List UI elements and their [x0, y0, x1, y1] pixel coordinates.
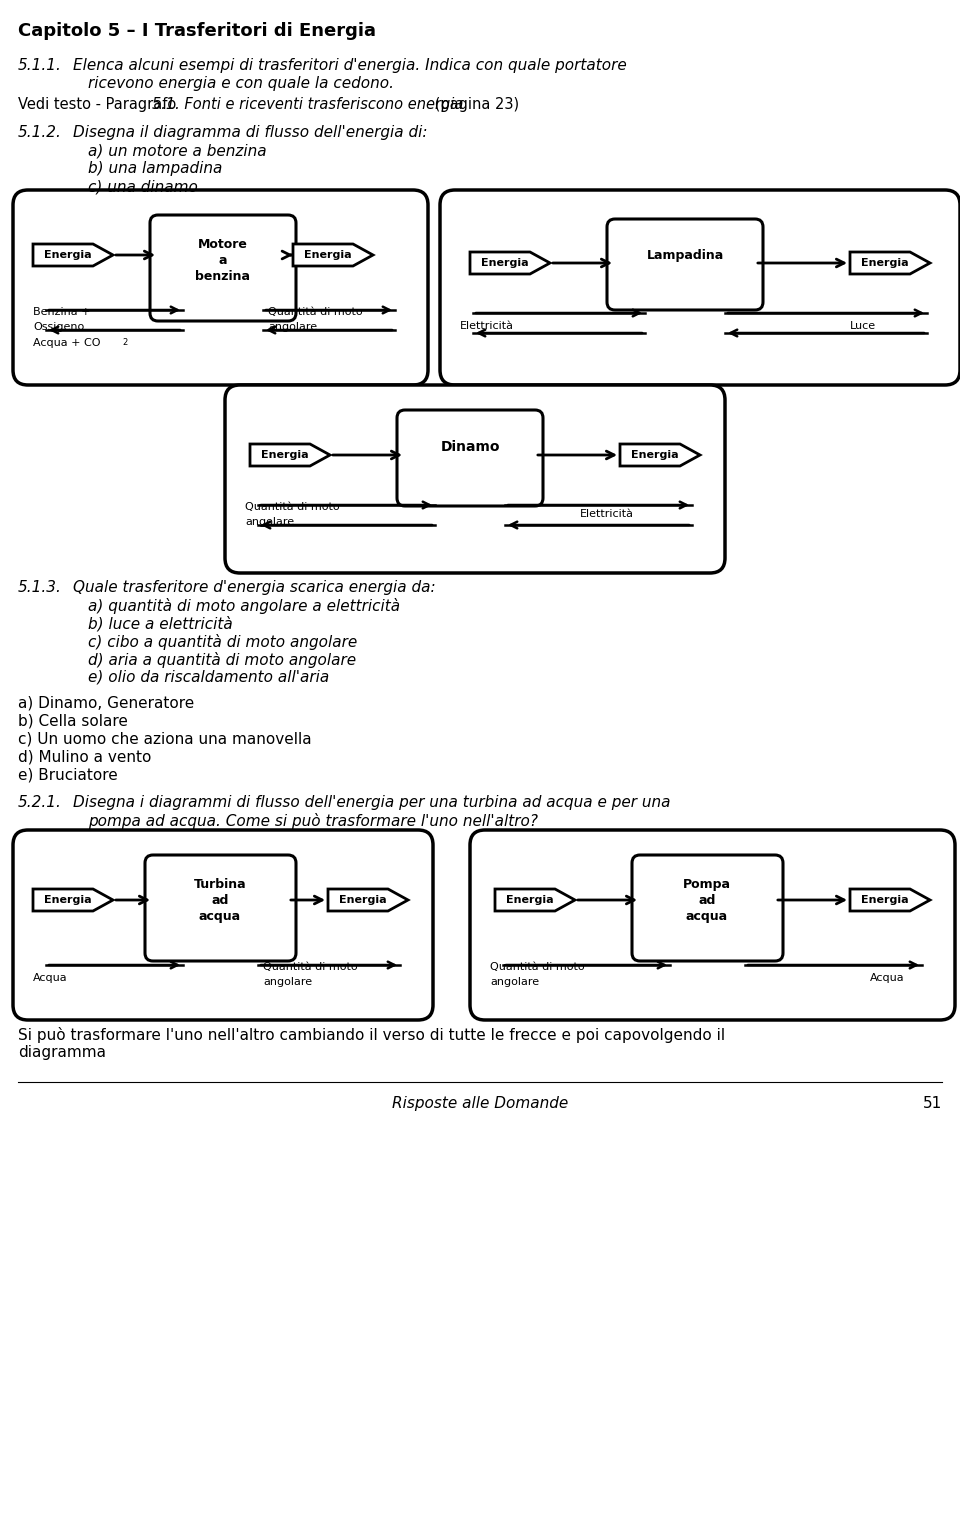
Text: angolare: angolare [245, 516, 294, 527]
Text: Energia: Energia [481, 258, 529, 267]
FancyBboxPatch shape [150, 216, 296, 321]
FancyBboxPatch shape [632, 855, 783, 962]
Text: Ossigeno: Ossigeno [33, 322, 84, 333]
Text: b) Cella solare: b) Cella solare [18, 712, 128, 728]
Text: d) aria a quantità di moto angolare: d) aria a quantità di moto angolare [88, 652, 356, 668]
Text: c) una dinamo: c) una dinamo [88, 179, 198, 194]
Polygon shape [495, 889, 575, 911]
Text: Turbina: Turbina [194, 878, 247, 892]
Text: Acqua + CO: Acqua + CO [33, 339, 101, 348]
Text: benzina: benzina [196, 270, 251, 283]
Text: acqua: acqua [686, 910, 728, 924]
Text: a) un motore a benzina: a) un motore a benzina [88, 143, 267, 158]
Text: Lampadina: Lampadina [646, 249, 724, 261]
Text: Acqua: Acqua [870, 974, 904, 983]
Text: pompa ad acqua. Come si può trasformare l'uno nell'altro?: pompa ad acqua. Come si può trasformare … [88, 813, 538, 829]
Text: Disegna i diagrammi di flusso dell'energia per una turbina ad acqua e per una: Disegna i diagrammi di flusso dell'energ… [73, 794, 670, 810]
Text: 5.1.1.: 5.1.1. [18, 58, 61, 73]
Text: angolare: angolare [268, 322, 317, 333]
Polygon shape [33, 245, 113, 266]
Text: 5.1.3.: 5.1.3. [18, 580, 61, 595]
Text: 2: 2 [122, 339, 128, 346]
Text: Energia: Energia [44, 895, 92, 905]
FancyBboxPatch shape [13, 190, 428, 384]
Text: d) Mulino a vento: d) Mulino a vento [18, 749, 152, 764]
Text: Energia: Energia [506, 895, 554, 905]
Text: Dinamo: Dinamo [441, 441, 500, 454]
Text: Energia: Energia [261, 450, 309, 460]
Text: Quantità di moto: Quantità di moto [268, 307, 363, 317]
Polygon shape [850, 889, 930, 911]
FancyBboxPatch shape [13, 829, 433, 1019]
FancyBboxPatch shape [470, 829, 955, 1019]
Text: Acqua: Acqua [33, 974, 67, 983]
FancyBboxPatch shape [225, 384, 725, 573]
Text: Energia: Energia [861, 258, 909, 267]
Text: Pompa: Pompa [683, 878, 731, 892]
FancyBboxPatch shape [145, 855, 296, 962]
Text: c) cibo a quantità di moto angolare: c) cibo a quantità di moto angolare [88, 633, 357, 650]
Text: Energia: Energia [631, 450, 679, 460]
Text: (pagina 23): (pagina 23) [430, 97, 519, 112]
Polygon shape [470, 252, 550, 273]
Text: 5.1. Fonti e riceventi trasferiscono energia: 5.1. Fonti e riceventi trasferiscono ene… [152, 97, 464, 112]
Text: e) olio da riscaldamento all'aria: e) olio da riscaldamento all'aria [88, 670, 329, 685]
Text: ad: ad [698, 895, 716, 907]
Text: a: a [219, 254, 228, 267]
Text: diagramma: diagramma [18, 1045, 106, 1060]
Polygon shape [328, 889, 408, 911]
Text: angolare: angolare [263, 977, 312, 987]
Polygon shape [850, 252, 930, 273]
Text: ricevono energia e con quale la cedono.: ricevono energia e con quale la cedono. [88, 76, 394, 91]
Text: acqua: acqua [199, 910, 241, 924]
Text: Quale trasferitore d'energia scarica energia da:: Quale trasferitore d'energia scarica ene… [73, 580, 436, 595]
Text: e) Bruciatore: e) Bruciatore [18, 767, 118, 782]
Text: Si può trasformare l'uno nell'altro cambiando il verso di tutte le frecce e poi : Si può trasformare l'uno nell'altro camb… [18, 1027, 725, 1044]
Text: a) Dinamo, Generatore: a) Dinamo, Generatore [18, 696, 194, 709]
Text: Quantità di moto: Quantità di moto [263, 962, 358, 972]
Text: Risposte alle Domande: Risposte alle Domande [392, 1097, 568, 1110]
Text: a) quantità di moto angolare a elettricità: a) quantità di moto angolare a elettrici… [88, 598, 400, 614]
Text: Vedi testo - Paragrafo: Vedi testo - Paragrafo [18, 97, 180, 112]
Text: Energia: Energia [339, 895, 387, 905]
Text: Capitolo 5 – I Trasferitori di Energia: Capitolo 5 – I Trasferitori di Energia [18, 21, 376, 39]
FancyBboxPatch shape [440, 190, 960, 384]
FancyBboxPatch shape [397, 410, 543, 506]
Polygon shape [33, 889, 113, 911]
Text: c) Un uomo che aziona una manovella: c) Un uomo che aziona una manovella [18, 731, 312, 746]
Text: Benzina +: Benzina + [33, 307, 90, 317]
Text: b) luce a elettricità: b) luce a elettricità [88, 617, 232, 632]
Text: angolare: angolare [490, 977, 540, 987]
Text: 5.1.2.: 5.1.2. [18, 125, 61, 140]
Text: Motore: Motore [198, 238, 248, 251]
Text: Luce: Luce [850, 321, 876, 331]
Text: ad: ad [211, 895, 228, 907]
Polygon shape [620, 444, 700, 466]
FancyBboxPatch shape [607, 219, 763, 310]
Text: b) una lampadina: b) una lampadina [88, 161, 223, 176]
Text: Elettricità: Elettricità [460, 321, 514, 331]
Text: Elenca alcuni esempi di trasferitori d'energia. Indica con quale portatore: Elenca alcuni esempi di trasferitori d'e… [73, 58, 627, 73]
Text: 5.2.1.: 5.2.1. [18, 794, 61, 810]
Text: Energia: Energia [44, 251, 92, 260]
Polygon shape [250, 444, 330, 466]
Text: Quantità di moto: Quantità di moto [245, 501, 340, 512]
Text: Energia: Energia [861, 895, 909, 905]
Text: Quantità di moto: Quantità di moto [490, 962, 585, 972]
Text: 51: 51 [923, 1097, 942, 1110]
Polygon shape [293, 245, 373, 266]
Text: Elettricità: Elettricità [580, 509, 634, 519]
Text: Energia: Energia [304, 251, 351, 260]
Text: Disegna il diagramma di flusso dell'energia di:: Disegna il diagramma di flusso dell'ener… [73, 125, 427, 140]
